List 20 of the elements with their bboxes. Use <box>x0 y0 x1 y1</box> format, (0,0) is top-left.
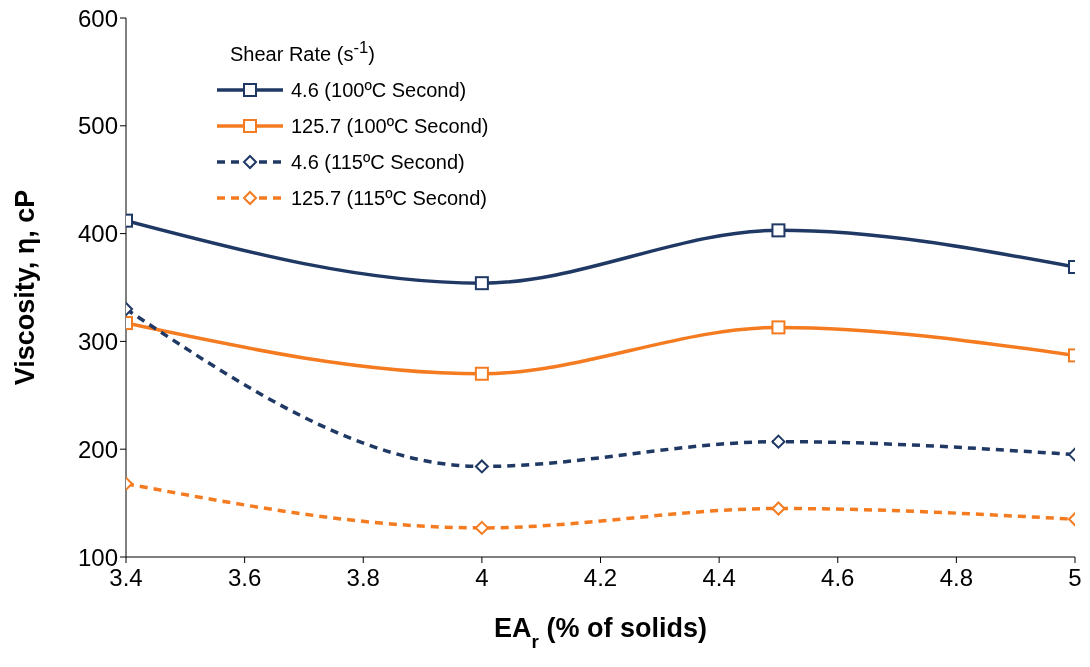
legend-label: 125.7 (115ºC Second) <box>291 185 487 211</box>
x-axis-title: EA$_{r}$ (% of solids) <box>494 613 707 652</box>
y-tick-label: 500 <box>77 112 118 140</box>
legend-label: 125.7 (100ºC Second) <box>291 113 489 139</box>
x-tick-label: 4 <box>475 564 489 592</box>
legend-label: 4.6 (100ºC Second) <box>291 77 467 103</box>
y-tick-label: 400 <box>77 220 118 248</box>
x-tick-label: 4.6 <box>821 564 855 592</box>
legend-label: 4.6 (115ºC Second) <box>291 149 465 175</box>
x-tick-label: 4.4 <box>702 564 736 592</box>
y-tick-label: 200 <box>77 435 118 463</box>
legend-title: Shear Rate (s$^{-1}$) <box>230 37 376 67</box>
x-tick-label: 3.6 <box>227 564 262 592</box>
y-tick-label: 600 <box>77 4 118 32</box>
x-tick-label: 4.2 <box>583 564 618 592</box>
x-tick-label: 3.8 <box>346 564 380 592</box>
x-tick-label: 5 <box>1068 564 1082 592</box>
y-tick-label: 300 <box>77 327 118 355</box>
y-axis-title: Viscosity, η, cP <box>10 189 40 386</box>
x-tick-label: 4.8 <box>939 564 974 592</box>
